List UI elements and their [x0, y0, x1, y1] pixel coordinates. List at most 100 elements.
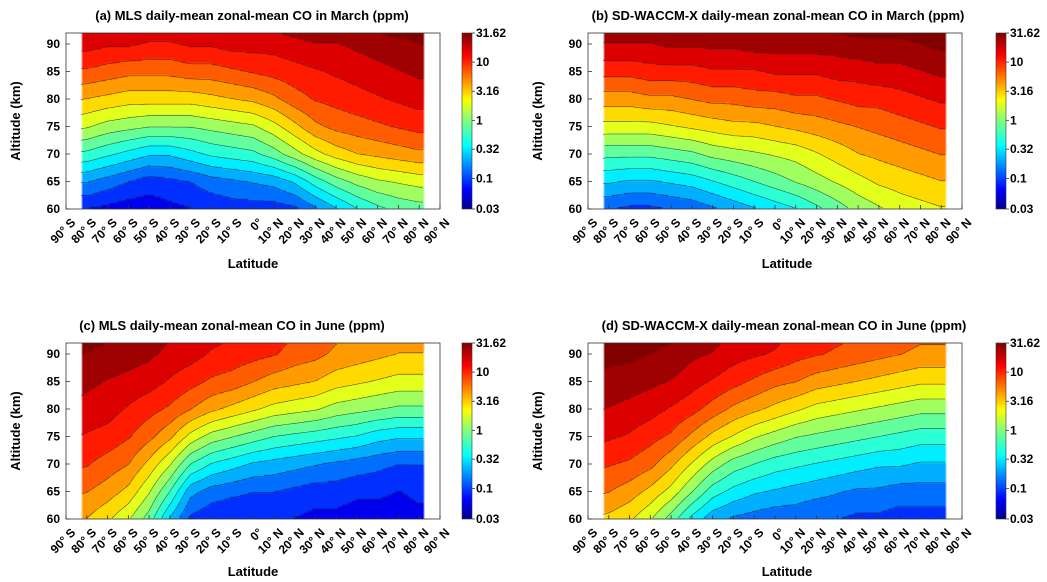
colorbar-image [462, 343, 472, 519]
colorbar-tick-label: 0.03 [1010, 512, 1034, 526]
y-axis-label: Altitude (km) [8, 391, 23, 470]
colorbar-frame [461, 32, 473, 210]
colorbar-image [462, 33, 472, 209]
plot-area [65, 32, 441, 210]
colorbar-frame [461, 342, 473, 520]
y-tick-label: 75 [47, 430, 61, 444]
chart-title: (d) SD-WACCM-X daily-mean zonal-mean CO … [602, 318, 967, 333]
chart-title: (b) SD-WACCM-X daily-mean zonal-mean CO … [592, 8, 965, 23]
colorbar: 31.62 10 3.16 1 0.32 0.1 0.03 [995, 336, 1040, 526]
y-tick-label: 65 [47, 175, 61, 189]
colorbar-tick-label: 10 [1010, 55, 1024, 69]
plot-area [65, 342, 441, 520]
y-tick-label: 70 [47, 147, 61, 161]
x-tick-labels: 90° S80° S70° S60° S50° S40° S30° S20° S… [570, 205, 974, 247]
y-tick-label: 65 [47, 485, 61, 499]
colorbar-tick-label: 1 [1010, 423, 1017, 437]
heatmap-image [588, 33, 962, 209]
colorbar-tick-label: 10 [476, 365, 490, 379]
colorbar-tick-label: 31.62 [476, 336, 506, 350]
colorbar-tick-labels: 31.62 10 3.16 1 0.32 0.1 0.03 [1006, 26, 1040, 216]
y-tick-label: 80 [47, 402, 61, 416]
colorbar-tick-label: 10 [476, 55, 490, 69]
y-tick-label: 80 [569, 92, 583, 106]
contour-lines [80, 33, 423, 209]
y-tick-label: 60 [569, 202, 583, 216]
x-axis-label: Latitude [762, 564, 813, 579]
colorbar-tick-label: 31.62 [1010, 26, 1040, 40]
colorbar-tick-labels: 31.62 10 3.16 1 0.32 0.1 0.03 [472, 336, 506, 526]
y-tick-label: 90 [569, 347, 583, 361]
heatmap-image [66, 33, 440, 209]
contour-lines [80, 343, 423, 519]
y-tick-label: 65 [569, 175, 583, 189]
x-tick-labels: 90° S80° S70° S60° S50° S40° S30° S20° S… [48, 205, 452, 247]
colorbar-tick-label: 0.1 [1010, 482, 1027, 496]
colorbar: 31.62 10 3.16 1 0.32 0.1 0.03 [461, 26, 506, 216]
colorbar-tick-label: 0.03 [1010, 202, 1034, 216]
y-tick-label: 75 [569, 120, 583, 134]
colorbar-tick-label: 1 [476, 113, 483, 127]
y-tick-labels: 60 65 70 75 80 85 90 [47, 347, 70, 526]
x-axis-label: Latitude [228, 564, 279, 579]
y-tick-label: 65 [569, 485, 583, 499]
colorbar-tick-label: 3.16 [476, 84, 500, 98]
colorbar-tick-label: 1 [1010, 113, 1017, 127]
plot-area [587, 32, 963, 210]
contour-path [80, 33, 423, 209]
y-tick-label: 80 [569, 402, 583, 416]
colorbar-tick-label: 0.32 [1010, 452, 1034, 466]
heatmap-image [66, 343, 440, 519]
colorbar-tick-label: 0.1 [476, 172, 493, 186]
contour-path [80, 343, 423, 519]
y-tick-labels: 60 65 70 75 80 85 90 [47, 37, 70, 216]
y-axis-label: Altitude (km) [530, 81, 545, 160]
y-axis-label: Altitude (km) [530, 391, 545, 470]
y-tick-label: 75 [569, 430, 583, 444]
chart-title: (a) MLS daily-mean zonal-mean CO in Marc… [95, 8, 408, 23]
y-axis-label: Altitude (km) [8, 81, 23, 160]
contour-lines [602, 42, 945, 209]
y-tick-label: 90 [47, 347, 61, 361]
y-tick-label: 90 [569, 37, 583, 51]
y-tick-label: 70 [569, 457, 583, 471]
y-tick-label: 60 [47, 512, 61, 526]
y-tick-label: 85 [569, 375, 583, 389]
colorbar-tick-label: 31.62 [476, 26, 506, 40]
colorbar-tick-label: 0.1 [476, 482, 493, 496]
colorbar-tick-label: 0.32 [476, 142, 500, 156]
x-axis-label: Latitude [228, 256, 279, 271]
contour-path [602, 42, 945, 209]
colorbar-image [996, 33, 1006, 209]
colorbar-tick-labels: 31.62 10 3.16 1 0.32 0.1 0.03 [472, 26, 506, 216]
colorbar-tick-labels: 31.62 10 3.16 1 0.32 0.1 0.03 [1006, 336, 1040, 526]
chart-b-svg: (b) SD-WACCM-X daily-mean zonal-mean CO … [530, 8, 1040, 271]
colorbar-tick-label: 3.16 [476, 394, 500, 408]
colorbar-tick-label: 0.1 [1010, 172, 1027, 186]
x-axis-label: Latitude [762, 256, 813, 271]
y-tick-labels: 60 65 70 75 80 85 90 [569, 347, 592, 526]
panel-b: (b) SD-WACCM-X daily-mean zonal-mean CO … [522, 0, 1042, 291]
colorbar-tick-label: 3.16 [1010, 394, 1034, 408]
chart-title: (c) MLS daily-mean zonal-mean CO in June… [79, 318, 385, 333]
colorbar: 31.62 10 3.16 1 0.32 0.1 0.03 [995, 26, 1040, 216]
colorbar-tick-label: 0.32 [1010, 142, 1034, 156]
x-tick-labels: 90° S80° S70° S60° S50° S40° S30° S20° S… [48, 515, 452, 557]
contour-lines [602, 343, 945, 519]
colorbar-tick-label: 3.16 [1010, 84, 1034, 98]
colorbar-tick-label: 0.03 [476, 202, 500, 216]
y-tick-label: 60 [569, 512, 583, 526]
y-tick-label: 70 [569, 147, 583, 161]
chart-d-svg: (d) SD-WACCM-X daily-mean zonal-mean CO … [530, 318, 1040, 579]
y-tick-label: 75 [47, 120, 61, 134]
colorbar-tick-label: 10 [1010, 365, 1024, 379]
y-tick-label: 85 [47, 65, 61, 79]
colorbar: 31.62 10 3.16 1 0.32 0.1 0.03 [461, 336, 506, 526]
y-tick-label: 70 [47, 457, 61, 471]
panel-c: (c) MLS daily-mean zonal-mean CO in June… [0, 310, 520, 582]
chart-c-svg: (c) MLS daily-mean zonal-mean CO in June… [8, 318, 506, 579]
colorbar-tick-label: 0.03 [476, 512, 500, 526]
colorbar-tick-label: 1 [476, 423, 483, 437]
plot-area [587, 342, 963, 520]
colorbar-tick-label: 31.62 [1010, 336, 1040, 350]
